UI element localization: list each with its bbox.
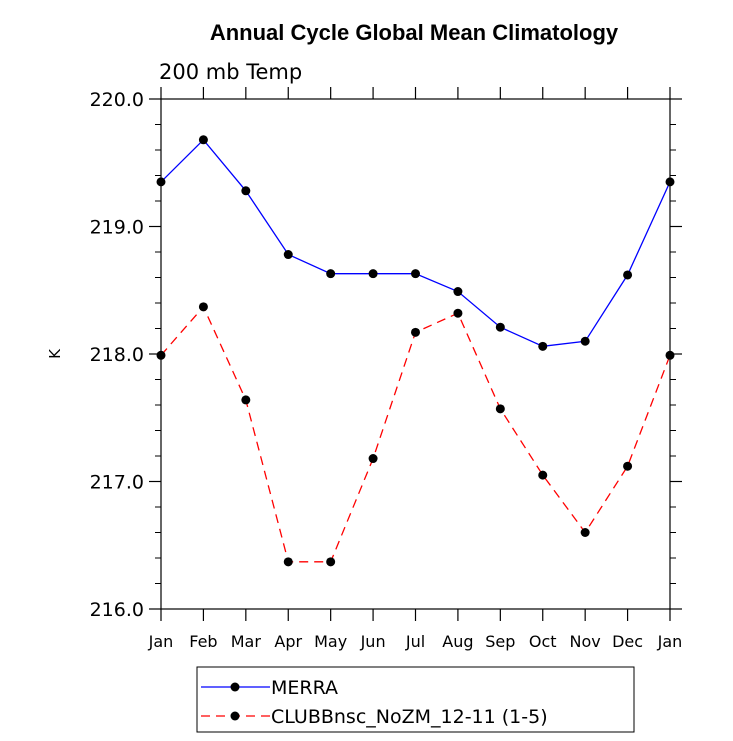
x-tick-label: Apr (274, 632, 302, 651)
series-0-point (580, 336, 590, 346)
series-0-point (198, 135, 208, 145)
x-tick-label: May (314, 632, 347, 651)
y-axis-label: K (46, 348, 64, 359)
axis-ticks: 216.0 217.0 218.0 219.0 220.0 Jan Feb Mar Apr May… (90, 87, 683, 651)
series-0-point (326, 269, 336, 279)
series-1-point (495, 404, 505, 414)
x-tick-label: Jan (657, 632, 683, 651)
x-tick-label: Sep (485, 632, 515, 651)
legend-label-0: MERRA (271, 677, 338, 699)
plot-frame (160, 98, 671, 610)
chart-subtitle: 200 mb Temp (159, 60, 302, 84)
series-1-point (665, 350, 675, 360)
series-0-point (241, 186, 251, 196)
y-tick-label: 217.0 (90, 472, 144, 494)
x-tick-label: Aug (442, 632, 473, 651)
legend-label-1: CLUBBnsc_NoZM_12-11 (1-5) (271, 706, 548, 728)
series-layer (156, 135, 675, 567)
legend-marker-1 (230, 711, 240, 721)
series-1-point (580, 528, 590, 537)
x-tick-label: Jul (405, 632, 425, 651)
x-tick-label: Mar (231, 632, 262, 651)
x-tick-label: Jan (148, 632, 174, 651)
series-1-point (241, 395, 251, 405)
series-0-point (665, 177, 675, 187)
legend: MERRA CLUBBnsc_NoZM_12-11 (1-5) (201, 677, 548, 728)
series-line-0 (160, 138, 671, 347)
series-0-point (453, 287, 463, 297)
series-1-point (326, 557, 336, 567)
series-0-point (495, 322, 505, 332)
series-1-point (538, 470, 548, 480)
y-tick-label: 218.0 (90, 344, 144, 366)
series-1-point (453, 308, 463, 318)
series-1-point (283, 557, 293, 567)
y-tick-label: 220.0 (90, 89, 144, 111)
legend-marker-0 (230, 682, 240, 692)
y-tick-label: 219.0 (90, 217, 144, 239)
x-tick-label: Nov (570, 632, 601, 651)
series-0-point (156, 177, 166, 187)
series-0-point (368, 269, 378, 279)
series-line-1 (160, 305, 671, 563)
series-0-point (538, 341, 548, 351)
x-tick-label: Jun (360, 632, 386, 651)
chart-title: Annual Cycle Global Mean Climatology (210, 20, 619, 45)
y-tick-label: 216.0 (90, 599, 144, 621)
x-tick-label: Feb (189, 632, 217, 651)
series-0-point (623, 270, 633, 280)
series-1-point (368, 454, 378, 464)
legend-box (196, 666, 635, 733)
series-1-point (156, 350, 166, 360)
series-1-point (411, 327, 420, 337)
x-tick-label: Dec (612, 632, 643, 651)
series-0-point (411, 269, 420, 279)
x-tick-label: Oct (529, 632, 557, 651)
series-1-point (623, 461, 633, 471)
series-0-point (283, 250, 293, 260)
series-1-point (198, 302, 208, 312)
